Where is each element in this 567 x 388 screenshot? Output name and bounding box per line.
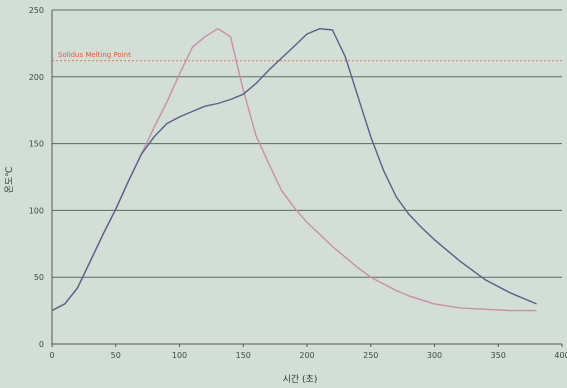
- y-tick-labels: 0 50 100 150 200 250: [29, 6, 44, 349]
- y-tick-label: 200: [29, 73, 44, 82]
- solidus-label: Solidus Melting Point: [58, 51, 131, 59]
- x-tick-label: 200: [299, 351, 314, 360]
- x-tick-label: 250: [363, 351, 378, 360]
- y-axis-label: 온도℃: [4, 167, 15, 194]
- x-tick-label: 300: [427, 351, 442, 360]
- series-line-2: [51, 28, 537, 312]
- y-tick-label: 250: [29, 6, 44, 15]
- x-tick-label: 350: [491, 351, 506, 360]
- x-tick-label: 150: [236, 351, 251, 360]
- x-tick-label: 100: [172, 351, 187, 360]
- series-line-1: [51, 28, 537, 312]
- y-tick-label: 50: [34, 273, 44, 282]
- x-tick-label: 0: [49, 351, 54, 360]
- x-tick-label: 50: [111, 351, 121, 360]
- x-axis-label: 시간 (초): [283, 374, 318, 385]
- series-lines: [51, 28, 537, 312]
- y-tick-label: 100: [29, 206, 44, 215]
- grid-lines: [52, 9, 562, 278]
- y-tick-label: 0: [39, 340, 44, 349]
- y-tick-label: 150: [29, 140, 44, 149]
- x-tick-label: 400: [554, 351, 567, 360]
- x-tick-labels: 0 50 100 150 200 250 300 350 400: [49, 344, 567, 360]
